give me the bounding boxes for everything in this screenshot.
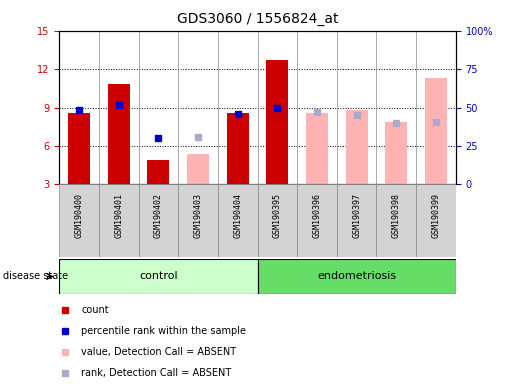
- Text: control: control: [139, 271, 178, 281]
- Bar: [99, 184, 139, 257]
- Text: GSM190403: GSM190403: [194, 193, 202, 238]
- Bar: [187, 154, 209, 184]
- Text: GSM190398: GSM190398: [392, 193, 401, 238]
- Text: GSM190401: GSM190401: [114, 193, 123, 238]
- Text: rank, Detection Call = ABSENT: rank, Detection Call = ABSENT: [81, 368, 231, 379]
- Bar: [59, 259, 258, 294]
- Bar: [425, 78, 447, 184]
- Bar: [59, 184, 99, 257]
- Text: GSM190397: GSM190397: [352, 193, 361, 238]
- Text: disease state: disease state: [3, 271, 67, 281]
- Bar: [337, 184, 376, 257]
- Bar: [139, 184, 178, 257]
- Text: GDS3060 / 1556824_at: GDS3060 / 1556824_at: [177, 12, 338, 25]
- Text: value, Detection Call = ABSENT: value, Detection Call = ABSENT: [81, 347, 236, 358]
- Bar: [416, 184, 456, 257]
- Text: GSM190402: GSM190402: [154, 193, 163, 238]
- Text: percentile rank within the sample: percentile rank within the sample: [81, 326, 246, 336]
- Bar: [108, 84, 130, 184]
- Bar: [346, 110, 368, 184]
- Text: endometriosis: endometriosis: [317, 271, 396, 281]
- Text: GSM190396: GSM190396: [313, 193, 321, 238]
- Text: GSM190400: GSM190400: [75, 193, 83, 238]
- Bar: [68, 113, 90, 184]
- Text: GSM190399: GSM190399: [432, 193, 440, 238]
- Bar: [227, 113, 249, 184]
- Bar: [258, 259, 456, 294]
- Text: GSM190395: GSM190395: [273, 193, 282, 238]
- Text: count: count: [81, 305, 109, 315]
- Bar: [385, 122, 407, 184]
- Bar: [266, 60, 288, 184]
- Bar: [376, 184, 416, 257]
- Bar: [147, 160, 169, 184]
- Bar: [297, 184, 337, 257]
- Bar: [306, 113, 328, 184]
- Bar: [258, 184, 297, 257]
- Bar: [178, 184, 218, 257]
- Text: GSM190404: GSM190404: [233, 193, 242, 238]
- Bar: [218, 184, 258, 257]
